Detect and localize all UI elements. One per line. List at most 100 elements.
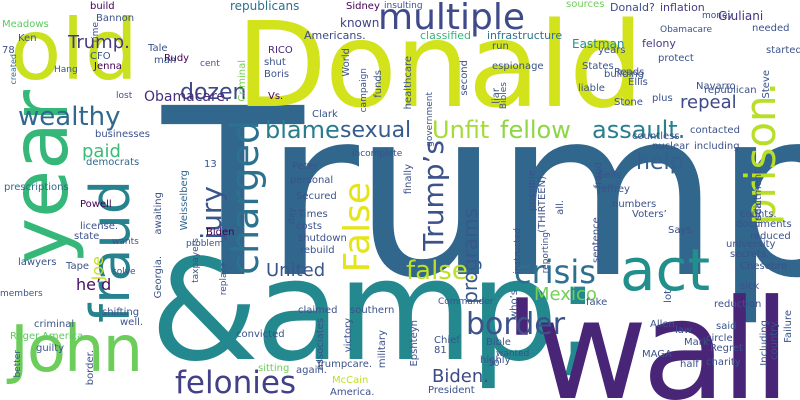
word-reads: Reads xyxy=(614,67,645,78)
word-liable: liable xyxy=(578,83,605,94)
word-joe: Joe xyxy=(88,256,107,281)
word-criminal-vert: Criminal xyxy=(237,60,248,102)
word-classified: classified xyxy=(420,29,472,42)
word-says: republican xyxy=(704,85,757,96)
word-started: needed xyxy=(752,23,790,34)
word-better: better xyxy=(13,350,23,378)
word-republicans: republicans xyxy=(230,0,300,13)
word-world: funds xyxy=(373,70,384,98)
word-cent: cent xyxy=(200,59,220,69)
word-money: Obamacare xyxy=(660,25,713,35)
word-countless: contacted xyxy=(690,125,740,136)
word-biden: Biden xyxy=(206,227,235,238)
word-hed: he’d xyxy=(76,275,112,294)
word-felony: felony xyxy=(642,37,676,50)
word-time: lot xyxy=(663,290,674,303)
word-man: man xyxy=(154,55,177,66)
word-crisis: crisis xyxy=(514,253,596,291)
word-businesses: businesses xyxy=(95,129,150,140)
word-mexico: Mexico xyxy=(534,284,597,305)
word-vs: Vs. xyxy=(268,91,284,102)
word-john: John xyxy=(10,313,143,387)
word-problem: problem xyxy=(186,239,224,249)
word-protect: protect xyxy=(658,53,694,64)
word-fake: fake xyxy=(586,297,608,308)
word-day: incomplete xyxy=(352,149,403,159)
word-paid: paid xyxy=(82,141,121,162)
word-associates: associates xyxy=(315,318,326,371)
word-jeffrey: Jeffrey xyxy=(598,184,630,195)
word-13: 81 xyxy=(434,345,447,356)
word-act: act xyxy=(620,236,711,304)
word-steve: started xyxy=(766,45,800,56)
word-hang: time xyxy=(91,22,101,43)
word-secrets: secrets. xyxy=(730,249,770,260)
word-seal: Hang xyxy=(54,65,78,75)
word-obamacare: Obamacare. xyxy=(144,89,230,105)
word-nuclear: countless xyxy=(632,131,680,142)
word-instructed: reporting xyxy=(541,232,551,274)
word-prescriptions: prescriptions xyxy=(4,182,69,193)
word-sidney: Sidney xyxy=(346,1,380,12)
word-obamacare2: insulting xyxy=(384,1,423,11)
word-81: who’s xyxy=(509,290,520,320)
word-times: Times xyxy=(298,209,328,220)
word-peter: Peter xyxy=(292,161,319,172)
word-sells: Sells xyxy=(598,170,622,181)
word-georgia: Georgia. xyxy=(153,256,164,299)
word-false: False xyxy=(337,182,378,273)
word-infrastructure: infrastructure xyxy=(487,29,563,42)
word-78: 78 xyxy=(2,45,15,56)
word-sitting: sitting xyxy=(258,363,290,374)
word-state: state xyxy=(74,231,100,242)
word-chesebro: Chesebro xyxy=(740,261,788,272)
word-border-dot: border. xyxy=(85,350,96,386)
word-rebuild: rebuild xyxy=(300,245,335,256)
word-false-low: false. xyxy=(406,256,477,286)
word-again: again. xyxy=(296,365,327,376)
word-clark: Clark xyxy=(312,109,338,120)
word-criminal: criminal xyxy=(34,319,75,330)
word-repeal: repeal xyxy=(680,92,737,113)
word-lawyers: lawyers xyxy=(18,257,57,268)
word-reduction: reduction xyxy=(714,299,762,310)
word-allen: Allen xyxy=(650,319,675,330)
word-claimed: claimed xyxy=(298,305,338,316)
word-build: build xyxy=(90,1,115,12)
word-liar: government xyxy=(425,92,435,147)
word-chief: Chief xyxy=(434,335,460,346)
word-espionage: espionage xyxy=(492,61,544,72)
word-assault: assault. xyxy=(592,116,686,144)
word-convicted: convicted xyxy=(236,329,285,340)
word-funds: campaign xyxy=(359,68,369,113)
word-solve: solve xyxy=(112,267,136,277)
word-rudy: Rudy xyxy=(164,53,190,64)
word-documents: documents xyxy=(736,219,792,230)
word-half: half xyxy=(680,359,699,370)
word-failure: Failure xyxy=(783,310,794,343)
word-roger: Roger xyxy=(10,331,40,342)
word-government: healthcare xyxy=(403,56,414,110)
word-america: America xyxy=(42,331,84,342)
word-whos: Says xyxy=(668,225,692,236)
word-giuliani: Giuliani xyxy=(718,9,764,23)
word-wanted: 30 xyxy=(488,359,500,369)
word-known: known xyxy=(340,16,380,30)
word-including: Including xyxy=(759,320,770,366)
word-possible: finally xyxy=(403,164,414,195)
word-bible: Bible xyxy=(486,337,511,348)
word-years: years xyxy=(598,45,626,56)
word-taxpayers: taxpayers xyxy=(191,238,201,283)
word-country: country. xyxy=(769,320,780,360)
word-jenna: Jenna xyxy=(94,61,122,72)
word-americas: America. xyxy=(330,387,375,398)
word-multiple: multiple xyxy=(378,0,526,38)
word-united: United xyxy=(266,260,326,281)
word-lost: lost xyxy=(116,91,133,101)
word-created: created xyxy=(9,54,18,85)
word-fellow: fellow xyxy=(500,116,571,144)
word-circle: circle xyxy=(706,333,733,344)
word-building: building xyxy=(604,69,645,80)
word-counts: counts. xyxy=(740,209,777,220)
